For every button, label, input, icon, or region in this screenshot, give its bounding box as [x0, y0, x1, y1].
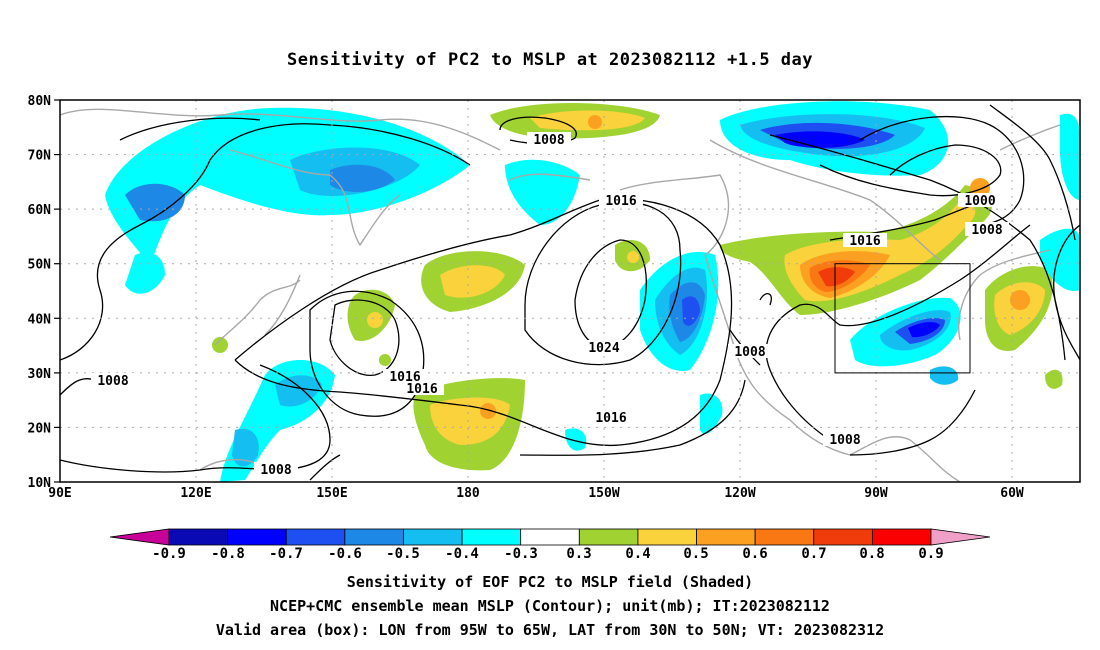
map-frame: [59, 99, 1081, 483]
colorbar-tick-label: -0.8: [211, 546, 245, 562]
colorbar-tick-label: 0.9: [918, 546, 943, 562]
colorbar-tick-label: -0.6: [328, 546, 362, 562]
colorbar-cell: [461, 528, 522, 546]
contour-label: 1016: [406, 382, 437, 397]
colorbar-tick-label: 0.5: [683, 546, 708, 562]
colorbar-cell: [754, 528, 815, 546]
colorbar-cell: [285, 528, 346, 546]
colorbar-tick-label: -0.9: [152, 546, 186, 562]
colorbar-tick-label: 0.7: [801, 546, 826, 562]
colorbar-cell: [227, 528, 287, 546]
colorbar-cell: [403, 528, 463, 546]
contour-label: 1016: [595, 411, 626, 426]
caption-line-3: Valid area (box): LON from 95W to 65W, L…: [215, 621, 885, 639]
lat-label: 10N: [28, 476, 52, 491]
coastlines: [60, 108, 1061, 482]
lat-label: 70N: [28, 149, 52, 164]
valid-area-box: [834, 263, 971, 374]
lat-ticks: [54, 99, 60, 483]
colorbar-cell: [871, 528, 932, 546]
sensitivity-shading: [105, 101, 1080, 482]
colorbar-tick-label: -0.3: [504, 546, 538, 562]
contour-label: 1000: [964, 194, 995, 209]
lon-label: 150E: [316, 486, 347, 501]
colorbar-tick-label: 0.3: [566, 546, 591, 562]
contour-label: 1008: [533, 133, 564, 148]
contour-labels: 1008 1016 1000 1008 1016 1024 1008 1008 …: [91, 132, 1009, 478]
lat-label: 30N: [28, 367, 52, 382]
colorbar-tick-label: 0.6: [742, 546, 767, 562]
lat-label: 60N: [28, 203, 52, 218]
colorbar-cell: [637, 528, 697, 546]
contour-label: 1016: [849, 234, 880, 249]
colorbar-cell: [168, 528, 229, 546]
colorbar-left-arrow: [109, 528, 170, 546]
contour-label: 1008: [829, 433, 860, 448]
lon-label: 150W: [588, 486, 619, 501]
colorbar-cell: [344, 528, 404, 546]
colorbar-cell: [696, 528, 756, 546]
colorbar-tick-label: -0.5: [386, 546, 420, 562]
colorbar-cell: [520, 528, 580, 546]
lon-label: 120E: [180, 486, 211, 501]
lon-labels: 90E 120E 150E 180 150W 120W 90W 60W: [48, 486, 1024, 501]
colorbar-tick-label: 0.8: [859, 546, 884, 562]
contour-label: 1016: [605, 194, 636, 209]
contour-label: 1008: [971, 223, 1002, 238]
caption-line-1: Sensitivity of EOF PC2 to MSLP field (Sh…: [346, 573, 754, 591]
lat-label: 40N: [28, 312, 52, 327]
caption-line-2: NCEP+CMC ensemble mean MSLP (Contour); u…: [270, 597, 830, 615]
colorbar-right-arrow: [930, 528, 991, 546]
contour-label: 1008: [97, 374, 128, 389]
lon-label: 180: [456, 486, 480, 501]
lat-label: 50N: [28, 258, 52, 273]
colorbar-tick-label: -0.4: [445, 546, 479, 562]
contour-label: 1008: [260, 463, 291, 478]
lon-label: 120W: [724, 486, 755, 501]
colorbar-cell: [813, 528, 873, 546]
lat-label: 20N: [28, 421, 52, 436]
colorbar-tick-label: -0.7: [269, 546, 303, 562]
contour-label: 1024: [588, 341, 619, 356]
lat-label: 80N: [28, 94, 52, 109]
plot-title: Sensitivity of PC2 to MSLP at 2023082112…: [286, 50, 813, 70]
colorbar: -0.9 -0.8 -0.7 -0.6 -0.5 -0.4 -0.3 0.3 0…: [109, 528, 991, 562]
lon-label: 90W: [864, 486, 888, 501]
contour-label: 1008: [734, 345, 765, 360]
colorbar-cell: [578, 528, 639, 546]
lon-label: 60W: [1000, 486, 1024, 501]
lat-labels: 80N 70N 60N 50N 40N 30N 20N 10N: [28, 94, 52, 491]
lon-label: 90E: [48, 486, 71, 501]
colorbar-tick-label: 0.4: [625, 546, 650, 562]
